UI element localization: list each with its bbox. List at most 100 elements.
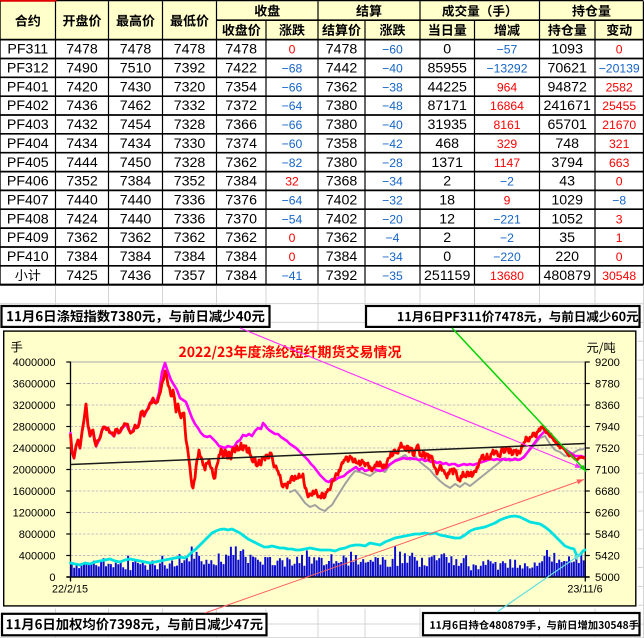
svg-text:PF410: PF410 <box>7 249 49 265</box>
svg-text:964: 964 <box>497 80 518 94</box>
svg-text:−64: −64 <box>282 194 303 208</box>
svg-text:−221: −221 <box>493 212 521 226</box>
svg-text:2400000: 2400000 <box>13 443 56 455</box>
svg-text:−68: −68 <box>282 62 303 76</box>
svg-text:PF405: PF405 <box>7 155 49 171</box>
svg-text:35: 35 <box>559 230 575 246</box>
svg-text:7520: 7520 <box>595 443 620 455</box>
svg-text:−64: −64 <box>282 99 303 113</box>
svg-text:−40: −40 <box>382 62 403 76</box>
svg-text:3200000: 3200000 <box>13 400 56 412</box>
svg-text:21670: 21670 <box>602 118 636 132</box>
svg-text:7440: 7440 <box>120 211 152 227</box>
svg-text:32: 32 <box>285 175 299 189</box>
svg-text:9: 9 <box>504 194 511 208</box>
svg-text:9200: 9200 <box>595 357 620 369</box>
svg-text:241671: 241671 <box>544 98 591 114</box>
svg-text:44225: 44225 <box>427 79 467 95</box>
svg-text:0: 0 <box>289 231 296 245</box>
svg-text:7362: 7362 <box>225 155 257 171</box>
svg-text:70621: 70621 <box>547 61 587 77</box>
svg-text:5000: 5000 <box>595 572 620 584</box>
svg-text:7376: 7376 <box>225 193 257 209</box>
svg-text:7358: 7358 <box>326 136 358 152</box>
svg-text:PF408: PF408 <box>7 211 49 227</box>
svg-text:7434: 7434 <box>66 136 98 152</box>
svg-text:−20139: −20139 <box>599 62 640 76</box>
svg-text:−34: −34 <box>382 250 403 264</box>
svg-text:8780: 8780 <box>595 378 620 390</box>
svg-text:25455: 25455 <box>602 99 636 113</box>
svg-text:7434: 7434 <box>120 136 152 152</box>
svg-text:0: 0 <box>443 249 451 265</box>
svg-text:7366: 7366 <box>225 117 257 133</box>
svg-text:2: 2 <box>443 230 451 246</box>
svg-text:6260: 6260 <box>595 507 620 519</box>
svg-text:7357: 7357 <box>174 268 206 284</box>
svg-text:7440: 7440 <box>120 193 152 209</box>
svg-text:3600000: 3600000 <box>13 378 56 390</box>
svg-text:1147: 1147 <box>494 156 520 170</box>
svg-text:−8: −8 <box>612 194 626 208</box>
svg-text:0: 0 <box>289 43 296 57</box>
svg-text:7424: 7424 <box>66 211 98 227</box>
svg-text:7330: 7330 <box>174 136 206 152</box>
svg-text:PF406: PF406 <box>7 174 49 190</box>
svg-text:−54: −54 <box>282 212 303 226</box>
svg-text:0: 0 <box>616 43 623 57</box>
svg-text:7336: 7336 <box>174 193 206 209</box>
svg-text:7478: 7478 <box>120 42 152 58</box>
svg-text:7380: 7380 <box>326 155 358 171</box>
svg-text:−34: −34 <box>382 175 403 189</box>
svg-text:1029: 1029 <box>551 193 583 209</box>
svg-text:7362: 7362 <box>66 230 98 246</box>
svg-text:7384: 7384 <box>120 249 152 265</box>
svg-text:0: 0 <box>49 572 55 584</box>
svg-text:8360: 8360 <box>595 400 620 412</box>
svg-text:3794: 3794 <box>551 155 583 171</box>
svg-text:6680: 6680 <box>595 486 620 498</box>
svg-text:7940: 7940 <box>595 421 620 433</box>
svg-text:5420: 5420 <box>595 550 620 562</box>
svg-text:7384: 7384 <box>225 268 257 284</box>
svg-text:7328: 7328 <box>174 155 206 171</box>
svg-text:7442: 7442 <box>326 61 358 77</box>
svg-text:−32: −32 <box>382 194 403 208</box>
svg-text:7352: 7352 <box>66 174 98 190</box>
svg-text:−60: −60 <box>282 137 303 151</box>
svg-text:251159: 251159 <box>424 268 470 284</box>
svg-text:−35: −35 <box>382 269 403 283</box>
svg-text:329: 329 <box>497 137 518 151</box>
svg-text:PF407: PF407 <box>7 193 49 209</box>
svg-text:85955: 85955 <box>427 61 467 77</box>
svg-text:1200000: 1200000 <box>13 507 56 519</box>
svg-text:−38: −38 <box>382 80 403 94</box>
svg-text:−66: −66 <box>282 118 303 132</box>
svg-text:7392: 7392 <box>326 268 358 284</box>
svg-text:PF402: PF402 <box>7 98 49 114</box>
svg-text:−220: −220 <box>493 250 521 264</box>
svg-text:7352: 7352 <box>174 174 206 190</box>
svg-text:PF409: PF409 <box>7 230 49 246</box>
svg-text:30548: 30548 <box>602 269 636 283</box>
svg-text:PF311: PF311 <box>7 42 48 58</box>
svg-text:7362: 7362 <box>326 79 358 95</box>
svg-text:400000: 400000 <box>19 550 56 562</box>
svg-text:7510: 7510 <box>120 61 152 77</box>
svg-text:2582: 2582 <box>606 80 633 94</box>
svg-text:7370: 7370 <box>225 211 257 227</box>
svg-text:7384: 7384 <box>225 174 257 190</box>
svg-text:7422: 7422 <box>225 61 257 77</box>
svg-text:−48: −48 <box>382 99 403 113</box>
svg-text:−82: −82 <box>282 156 303 170</box>
svg-text:1052: 1052 <box>551 211 583 227</box>
svg-text:8161: 8161 <box>493 118 520 132</box>
svg-text:1371: 1371 <box>431 155 463 171</box>
svg-text:321: 321 <box>609 137 630 151</box>
svg-text:7320: 7320 <box>174 79 206 95</box>
svg-text:−40: −40 <box>382 118 403 132</box>
svg-text:1600000: 1600000 <box>13 486 56 498</box>
svg-text:7384: 7384 <box>66 249 98 265</box>
svg-text:0: 0 <box>443 42 451 58</box>
svg-text:7384: 7384 <box>120 174 152 190</box>
